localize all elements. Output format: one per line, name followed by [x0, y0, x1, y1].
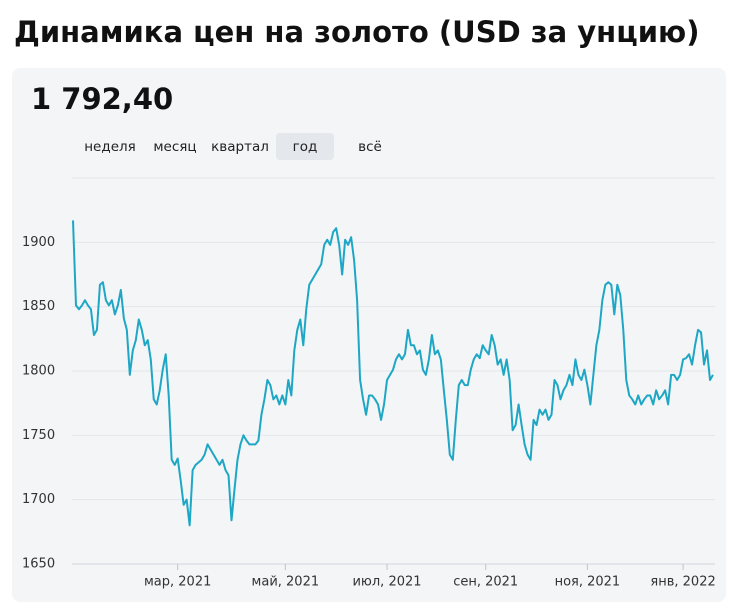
y-tick-label: 1700	[22, 492, 55, 507]
x-tick-label: июл, 2021	[352, 575, 421, 590]
y-tick-label: 1650	[22, 557, 55, 572]
period-tab[interactable]: год	[293, 139, 318, 155]
period-tab[interactable]: неделя	[84, 139, 136, 155]
y-tick-label: 1800	[22, 364, 55, 379]
y-tick-label: 1900	[22, 235, 55, 250]
current-price: 1 792,40	[31, 82, 173, 116]
card	[12, 68, 726, 602]
x-tick-label: май, 2021	[252, 575, 320, 590]
price-line	[72, 220, 714, 527]
x-tick-label: янв, 2022	[650, 575, 715, 590]
page-title: Динамика цен на золото (USD за унцию)	[14, 15, 699, 49]
x-tick-label: сен, 2021	[453, 575, 518, 590]
x-tick-label: мар, 2021	[144, 575, 211, 590]
x-tick-label: ноя, 2021	[555, 575, 621, 590]
y-tick-label: 1850	[22, 299, 55, 314]
period-tab[interactable]: квартал	[211, 139, 269, 155]
plot: 1650 1700 1750 1800 1850 1900 мар, 2021 май, 20…	[22, 177, 716, 590]
period-tabs: неделя месяц квартал год всё	[84, 133, 382, 160]
period-tab[interactable]: месяц	[153, 139, 196, 155]
y-tick-label: 1750	[22, 428, 55, 443]
tab-selected-bg	[276, 133, 334, 160]
period-tab[interactable]: всё	[358, 139, 382, 155]
